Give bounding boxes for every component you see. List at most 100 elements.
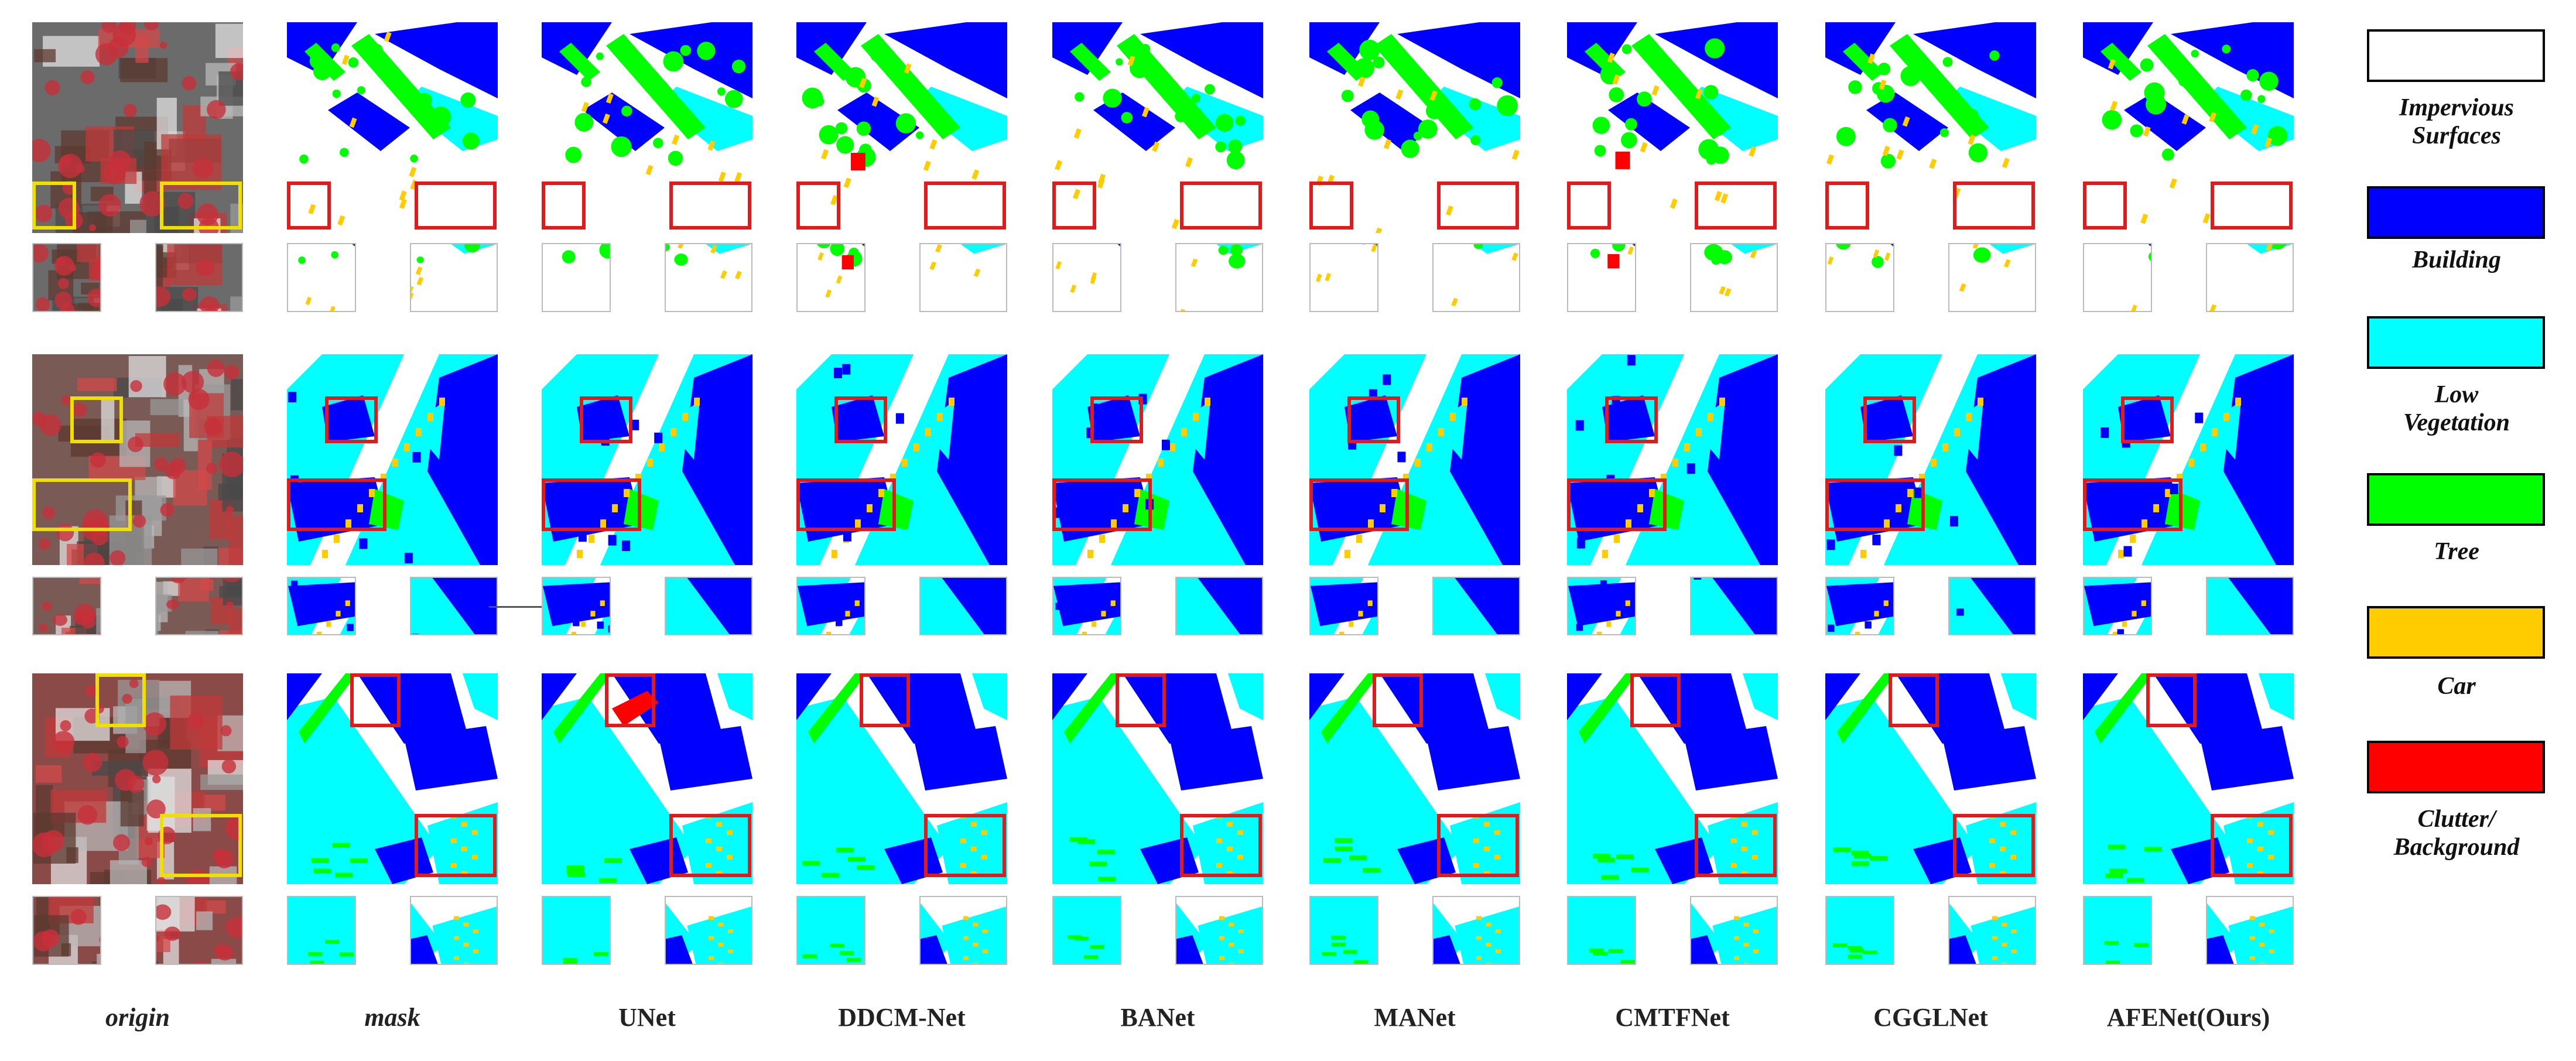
highlight-box-1-2-1 <box>287 182 331 230</box>
tile-main-2-1 <box>32 354 243 565</box>
tile-crop-3-8-1 <box>1825 896 1894 965</box>
tile-crop-1-1-1 <box>32 243 101 312</box>
tile-crop-2-6-2 <box>1432 577 1520 635</box>
tile-crop-1-6-2 <box>1432 243 1520 312</box>
tile-main-2-3 <box>542 354 752 565</box>
tile-crop-2-3-1 <box>542 577 611 635</box>
highlight-box-3-8-2 <box>1953 814 2035 877</box>
highlight-box-3-4-2 <box>924 814 1006 877</box>
legend-swatch-low-vegetation <box>2367 316 2545 369</box>
tile-crop-2-9-1 <box>2083 577 2152 635</box>
legend-label-building: Building <box>2412 247 2501 273</box>
highlight-box-1-4-1 <box>796 182 840 230</box>
tile-crop-1-2-1 <box>287 243 356 312</box>
highlight-box-1-8-1 <box>1825 182 1869 230</box>
highlight-box-3-2-2 <box>415 814 497 877</box>
highlight-box-1-5-2 <box>1180 182 1262 230</box>
highlight-box-2-2-1 <box>325 396 378 443</box>
highlight-box-3-3-1 <box>605 673 655 727</box>
highlight-box-2-7-1 <box>1605 396 1658 443</box>
highlight-box-3-8-1 <box>1889 673 1939 727</box>
tile-main-2-9 <box>2083 354 2294 565</box>
tile-crop-2-1-1 <box>32 577 101 635</box>
highlight-box-3-6-1 <box>1373 673 1423 727</box>
tile-main-1-8 <box>1825 22 2036 233</box>
tile-crop-1-9-2 <box>2206 243 2294 312</box>
tile-main-3-6 <box>1309 673 1520 884</box>
tile-crop-2-1-2 <box>155 577 243 635</box>
tile-main-1-5 <box>1052 22 1263 233</box>
tile-crop-3-5-2 <box>1175 896 1263 965</box>
tile-crop-3-4-2 <box>919 896 1007 965</box>
origin-box-2-1-2 <box>32 478 132 531</box>
tile-crop-3-9-2 <box>2206 896 2294 965</box>
tile-main-2-5 <box>1052 354 1263 565</box>
highlight-box-2-5-1 <box>1090 396 1143 443</box>
tile-crop-3-8-2 <box>1948 896 2036 965</box>
tile-crop-3-6-2 <box>1432 896 1520 965</box>
tile-crop-1-3-2 <box>665 243 752 312</box>
highlight-box-3-7-1 <box>1630 673 1681 727</box>
column-label-origin: origin <box>105 1003 170 1032</box>
highlight-box-3-9-2 <box>2211 814 2293 877</box>
tile-crop-1-8-1 <box>1825 243 1894 312</box>
legend-swatch-tree <box>2367 473 2545 526</box>
tile-main-1-6 <box>1309 22 1520 233</box>
tile-crop-2-4-2 <box>919 577 1007 635</box>
tile-crop-1-9-1 <box>2083 243 2152 312</box>
highlight-box-2-4-1 <box>834 396 887 443</box>
legend-label-low-vegetation: Low Vegetation <box>2403 381 2510 436</box>
tile-crop-3-1-2 <box>155 896 243 965</box>
tile-main-1-9 <box>2083 22 2294 233</box>
column-label-afenet: AFENet(Ours) <box>2106 1003 2270 1032</box>
tile-crop-3-2-1 <box>287 896 356 965</box>
tile-main-2-6 <box>1309 354 1520 565</box>
tile-crop-2-9-2 <box>2206 577 2294 635</box>
legend-label-car: Car <box>2437 673 2476 700</box>
highlight-box-2-4-2 <box>796 478 896 531</box>
highlight-box-1-9-2 <box>2211 182 2293 230</box>
tile-main-1-4 <box>796 22 1007 233</box>
tile-crop-2-7-2 <box>1690 577 1778 635</box>
highlight-box-2-5-2 <box>1052 478 1152 531</box>
tile-main-1-7 <box>1567 22 1778 233</box>
tile-crop-2-8-1 <box>1825 577 1894 635</box>
origin-box-3-1-1 <box>95 673 146 727</box>
highlight-box-2-3-1 <box>580 396 632 443</box>
tile-main-3-9 <box>2083 673 2294 884</box>
tile-crop-1-5-2 <box>1175 243 1263 312</box>
origin-box-1-1-1 <box>32 182 76 230</box>
tile-crop-1-4-1 <box>796 243 865 312</box>
highlight-box-3-5-2 <box>1180 814 1262 877</box>
highlight-box-1-6-2 <box>1437 182 1519 230</box>
tile-crop-3-4-1 <box>796 896 865 965</box>
highlight-box-1-2-2 <box>415 182 497 230</box>
highlight-box-3-4-1 <box>860 673 910 727</box>
tile-main-2-4 <box>796 354 1007 565</box>
tile-main-3-3 <box>542 673 752 884</box>
column-label-cgglnet: CGGLNet <box>1873 1003 1988 1032</box>
highlight-box-1-4-2 <box>924 182 1006 230</box>
tile-crop-3-5-1 <box>1052 896 1121 965</box>
legend-label-tree: Tree <box>2434 538 2479 565</box>
tile-crop-3-6-1 <box>1309 896 1378 965</box>
highlight-box-3-6-2 <box>1437 814 1519 877</box>
tile-crop-1-7-2 <box>1690 243 1778 312</box>
tile-main-3-1 <box>32 673 243 884</box>
highlight-box-2-9-1 <box>2121 396 2174 443</box>
tile-crop-3-9-1 <box>2083 896 2152 965</box>
highlight-box-1-9-1 <box>2083 182 2127 230</box>
tile-crop-3-1-1 <box>32 896 101 965</box>
highlight-box-3-2-1 <box>350 673 401 727</box>
highlight-box-1-8-2 <box>1953 182 2035 230</box>
highlight-box-1-5-1 <box>1052 182 1096 230</box>
highlight-box-1-7-1 <box>1567 182 1611 230</box>
tile-crop-2-6-1 <box>1309 577 1378 635</box>
highlight-box-3-7-2 <box>1695 814 1777 877</box>
highlight-box-2-7-2 <box>1567 478 1667 531</box>
tile-main-3-5 <box>1052 673 1263 884</box>
column-label-cmtfnet: CMTFNet <box>1615 1003 1730 1032</box>
crop-connector-line <box>489 606 542 608</box>
tile-crop-3-3-2 <box>665 896 752 965</box>
tile-main-2-2 <box>287 354 498 565</box>
